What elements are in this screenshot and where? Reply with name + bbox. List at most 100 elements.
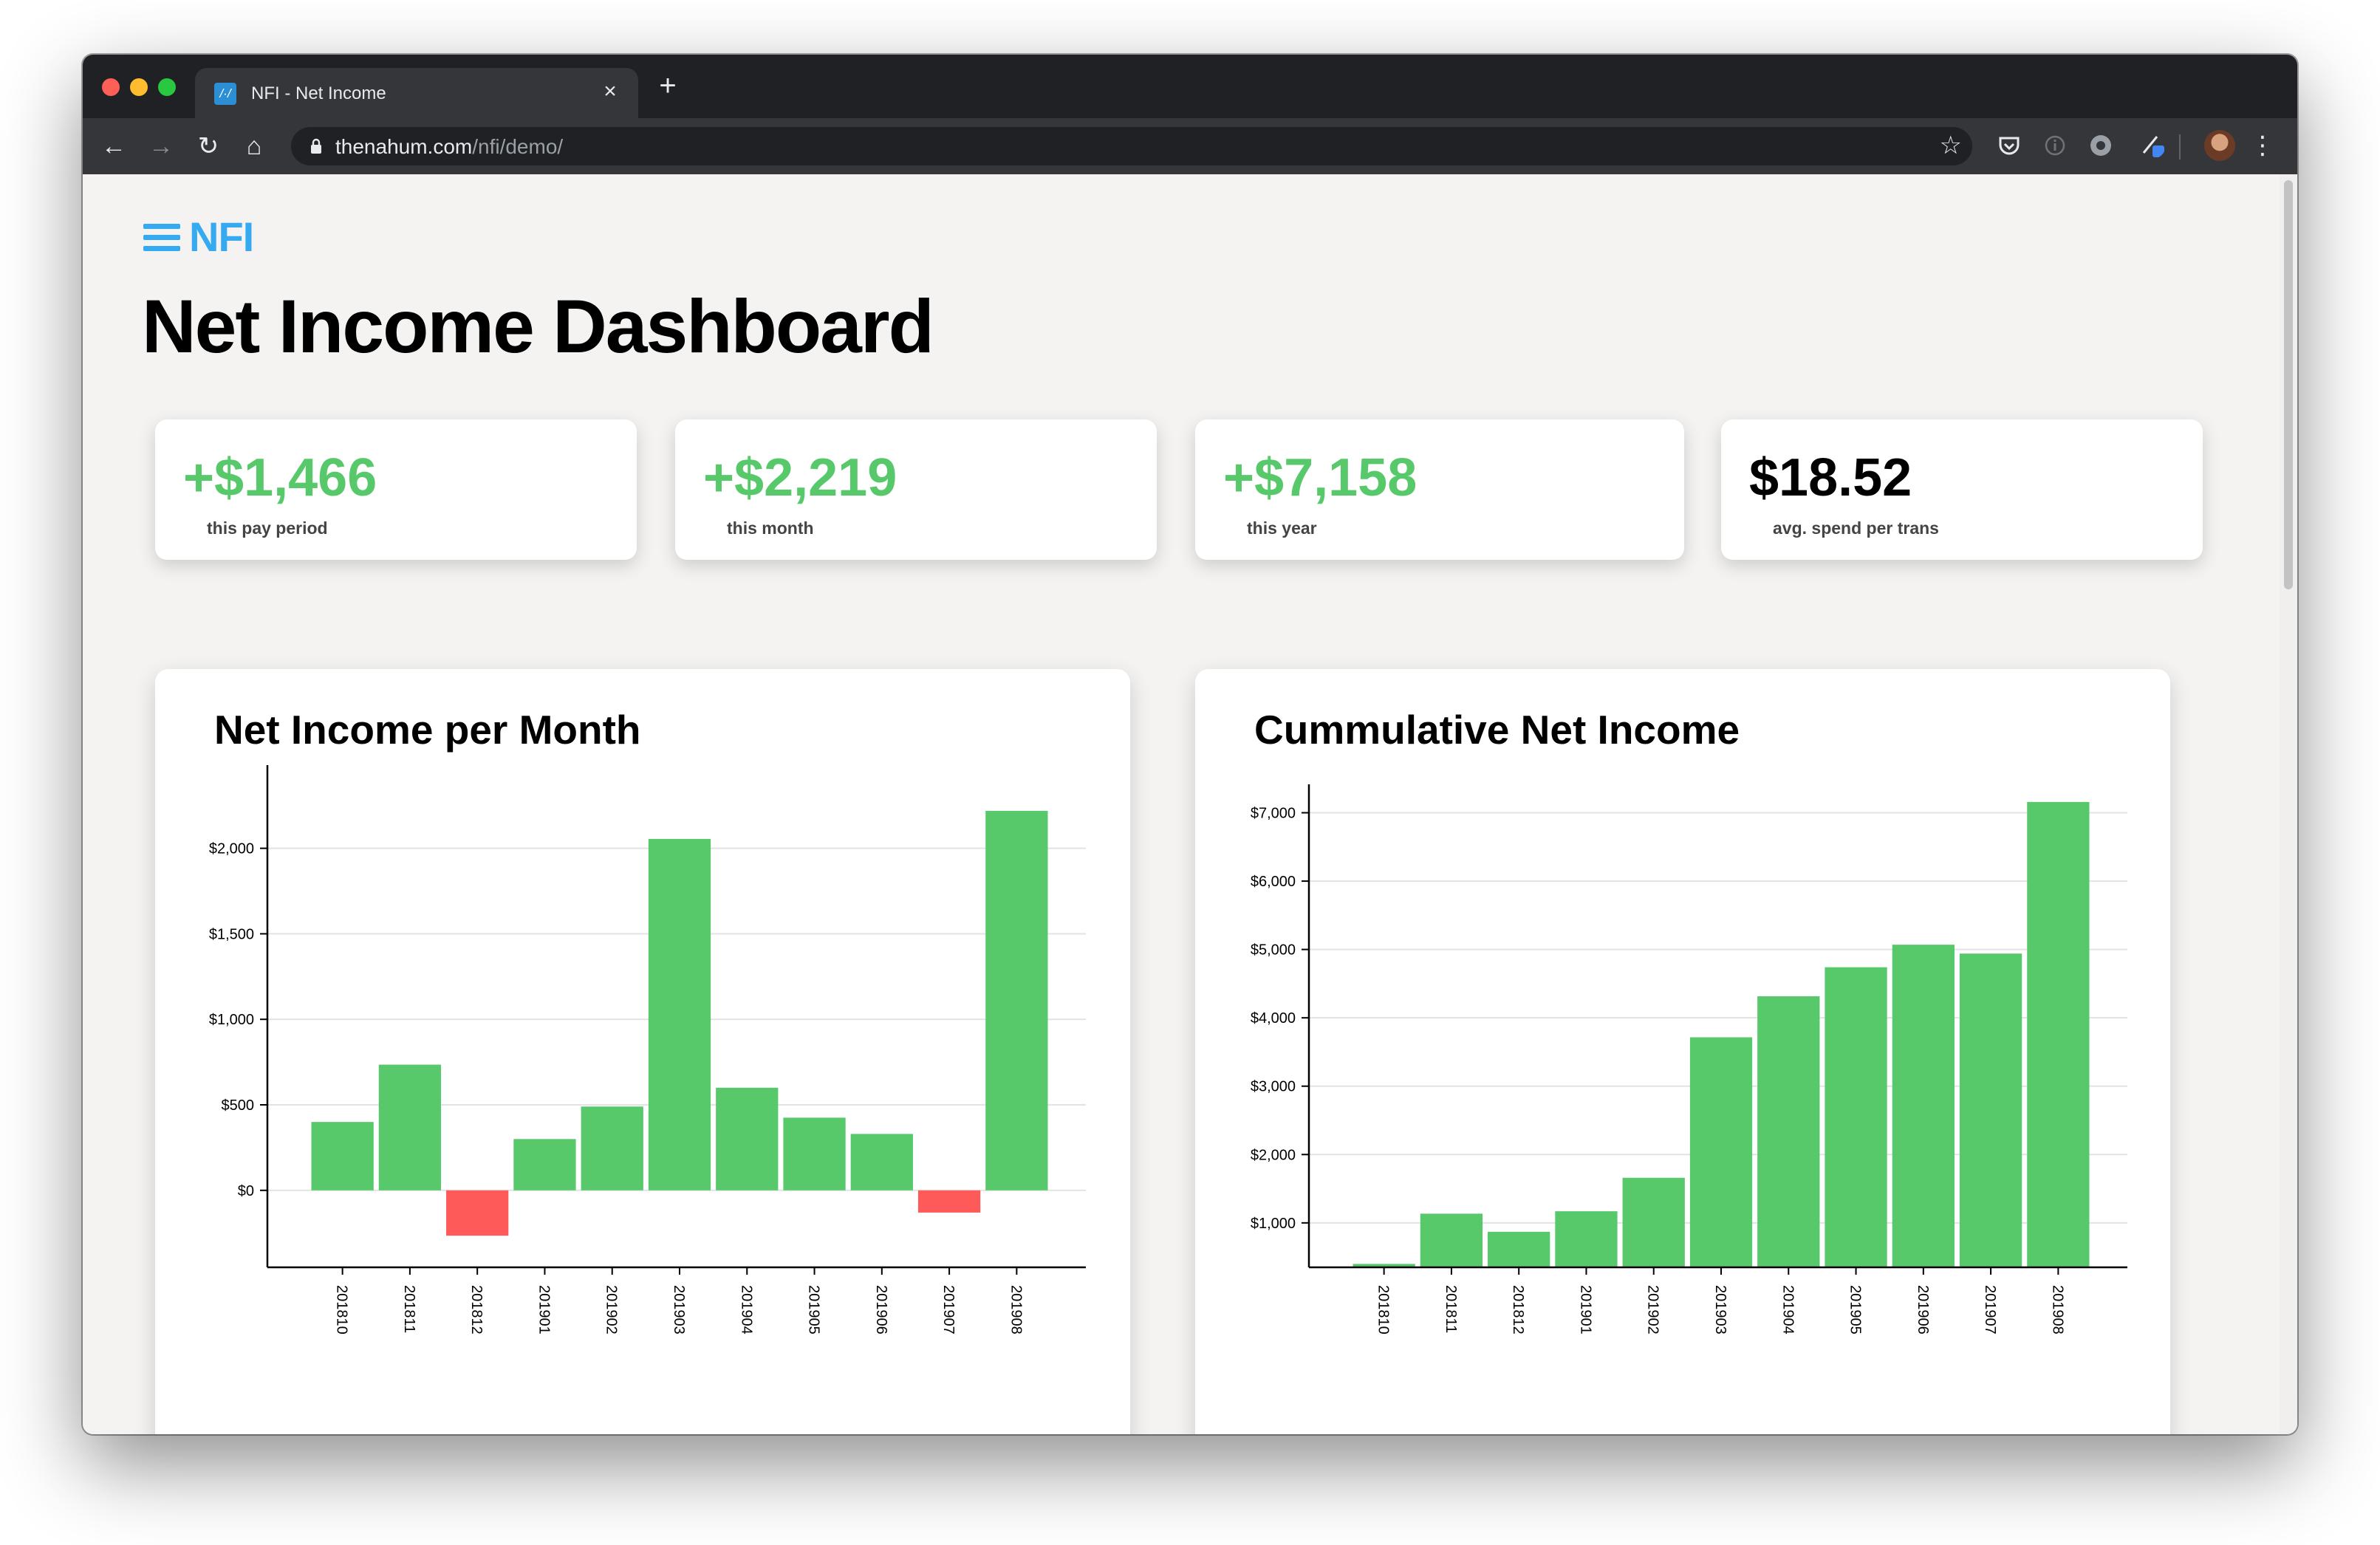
chart-title: Cummulative Net Income: [1254, 707, 1740, 753]
y-tick-label: $5,000: [1251, 942, 1296, 959]
stat-label: avg. spend per trans: [1773, 518, 1939, 538]
bar: [446, 1190, 509, 1236]
x-tick-label: 201811: [401, 1285, 417, 1333]
bar: [1622, 1177, 1685, 1267]
x-tick-label: 201905: [806, 1285, 822, 1335]
toolbar-divider: [2179, 134, 2181, 160]
x-tick-label: 201905: [1847, 1285, 1864, 1335]
x-tick-label: 201901: [536, 1285, 552, 1335]
bar: [1555, 1211, 1618, 1267]
x-tick-label: 201906: [873, 1285, 889, 1335]
y-tick-label: $1,000: [1251, 1216, 1296, 1232]
maximize-window-button[interactable]: [158, 78, 176, 96]
stat-label: this year: [1247, 518, 1317, 538]
chart-title: Net Income per Month: [214, 707, 641, 753]
y-tick-label: $1,500: [209, 926, 254, 942]
x-tick-label: 201902: [603, 1285, 620, 1335]
bar: [716, 1087, 779, 1191]
circle-extension-icon[interactable]: [2087, 132, 2114, 159]
stat-value: +$7,158: [1223, 448, 1418, 507]
x-tick-label: 201908: [1008, 1285, 1024, 1335]
x-tick-label: 201810: [1375, 1285, 1392, 1335]
scrollbar[interactable]: [2280, 174, 2297, 1434]
bar: [1488, 1231, 1550, 1267]
chart-card-net-income: Net Income per Month $0 $500 $1,000 $1,500 $…: [155, 669, 1130, 1434]
bar: [1420, 1213, 1483, 1267]
stat-label: this pay period: [207, 518, 328, 538]
favicon-icon: /·/: [214, 83, 236, 105]
stat-card-pay-period: +$1,466 this pay period: [155, 419, 637, 560]
x-tick-label: 201907: [940, 1285, 957, 1335]
avatar[interactable]: [2204, 130, 2235, 161]
browser-tab[interactable]: /·/ NFI - Net Income ×: [195, 68, 638, 118]
bar: [2027, 801, 2090, 1267]
y-tick-label: $7,000: [1251, 806, 1296, 822]
x-tick-label: 201903: [671, 1285, 687, 1335]
page-content: NFI Net Income Dashboard +$1,466 this pa…: [83, 174, 2297, 1434]
star-icon[interactable]: ☆: [1939, 131, 1962, 160]
y-tick-label: $500: [222, 1097, 255, 1114]
forward-icon[interactable]: →: [148, 132, 174, 160]
x-tick-label: 201904: [1779, 1285, 1796, 1335]
minimize-window-button[interactable]: [130, 78, 148, 96]
bar: [1353, 1264, 1415, 1267]
x-tick-label: 201906: [1915, 1285, 1931, 1335]
browser-window: /·/ NFI - Net Income × + ← → ↻ ⌂ thenahu…: [83, 55, 2297, 1434]
y-tick-label: $1,000: [209, 1012, 254, 1028]
bar: [1825, 967, 1887, 1267]
bar: [1892, 945, 1955, 1267]
page-title: Net Income Dashboard: [142, 284, 934, 369]
y-tick-label: $0: [238, 1183, 254, 1199]
bar: [1757, 996, 1820, 1267]
bar: [311, 1122, 374, 1191]
x-tick-label: 201902: [1645, 1285, 1661, 1335]
url-path: /nfi/demo/: [472, 135, 564, 158]
x-tick-label: 201903: [1712, 1285, 1728, 1335]
stat-card-avg-spend: $18.52 avg. spend per trans: [1721, 419, 2203, 560]
url-text: thenahum.com/nfi/demo/: [335, 135, 563, 159]
x-tick-label: 201810: [334, 1285, 350, 1335]
bar: [917, 1190, 981, 1213]
bar: [513, 1139, 576, 1191]
x-tick-label: 201904: [738, 1285, 754, 1335]
tab-title: NFI - Net Income: [251, 83, 386, 103]
scrollbar-thumb[interactable]: [2284, 180, 2293, 589]
stat-value: +$1,466: [183, 448, 377, 507]
pen-extension-icon[interactable]: [2139, 132, 2166, 159]
lock-icon: [311, 138, 321, 154]
bar: [985, 810, 1048, 1191]
bar: [648, 838, 711, 1191]
app-logo[interactable]: NFI: [143, 213, 254, 261]
address-bar[interactable]: thenahum.com/nfi/demo/ ☆: [291, 127, 1972, 165]
close-window-button[interactable]: [102, 78, 120, 96]
x-tick-label: 201812: [1510, 1285, 1526, 1335]
stat-value: $18.52: [1749, 448, 1912, 507]
x-tick-label: 201811: [1443, 1285, 1459, 1333]
back-icon[interactable]: ←: [101, 132, 126, 160]
stat-value: +$2,219: [703, 448, 897, 507]
hamburger-menu-icon[interactable]: [143, 222, 180, 252]
info-extension-icon[interactable]: [2042, 132, 2068, 159]
x-tick-label: 201907: [1982, 1285, 1998, 1335]
x-tick-label: 201901: [1577, 1285, 1593, 1335]
stat-label: this month: [727, 518, 814, 538]
close-tab-icon[interactable]: ×: [603, 79, 617, 103]
bar: [581, 1106, 643, 1191]
chart-card-cumulative: Cummulative Net Income $1,000 $2,000 $3,00…: [1195, 669, 2170, 1434]
bar: [783, 1117, 846, 1191]
tab-strip: /·/ NFI - Net Income × +: [83, 55, 2297, 118]
y-tick-label: $2,000: [209, 841, 254, 857]
bar: [1959, 953, 2022, 1267]
brand-name: NFI: [189, 213, 254, 260]
home-icon[interactable]: ⌂: [246, 132, 262, 160]
bar: [378, 1064, 442, 1191]
x-tick-label: 201812: [468, 1285, 485, 1335]
bar: [850, 1134, 913, 1191]
x-tick-label: 201908: [2049, 1285, 2065, 1335]
new-tab-icon[interactable]: +: [659, 69, 677, 102]
pocket-icon[interactable]: [1996, 132, 2022, 159]
cumulative-chart: $1,000 $2,000 $3,000 $4,000 $5,000 $6,000 $7,0…: [1251, 784, 2127, 1335]
y-tick-label: $3,000: [1251, 1079, 1296, 1095]
more-menu-icon[interactable]: ⋮: [2250, 131, 2275, 160]
reload-icon[interactable]: ↻: [197, 132, 219, 160]
